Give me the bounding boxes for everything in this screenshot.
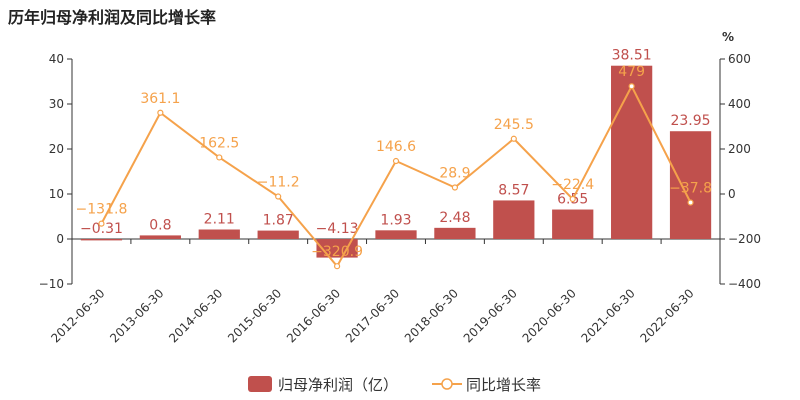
- bar-value-label: −0.31: [80, 221, 123, 237]
- growth-point: [98, 220, 105, 227]
- bar: [611, 65, 653, 239]
- legend-bar-label: 归母净利润（亿）: [278, 376, 398, 394]
- right-tick-label: 0: [728, 187, 736, 201]
- right-tick-label: −200: [728, 232, 761, 246]
- growth-point: [392, 157, 400, 165]
- growth-point: [157, 109, 164, 116]
- x-tick-label: 2021-06-30: [579, 286, 638, 345]
- growth-value-label: −11.2: [257, 175, 300, 191]
- bar-value-label: 23.95: [670, 113, 710, 129]
- x-tick-label: 2017-06-30: [343, 286, 402, 345]
- growth-value-label: 146.6: [376, 139, 416, 155]
- bar-value-label: 38.51: [612, 48, 652, 64]
- left-tick-label: 20: [49, 142, 64, 156]
- x-tick-label: 2014-06-30: [166, 286, 225, 345]
- left-tick-label: 40: [49, 52, 64, 66]
- bar-value-label: −4.13: [316, 221, 359, 237]
- left-tick-label: 10: [49, 187, 64, 201]
- growth-value-label: 28.9: [439, 165, 470, 181]
- bar-value-label: 1.87: [263, 213, 294, 229]
- bar: [139, 235, 181, 239]
- bar: [257, 230, 299, 239]
- bar: [669, 131, 712, 239]
- right-tick-label: −400: [728, 277, 761, 291]
- right-tick-label: 600: [728, 52, 751, 66]
- growth-point: [216, 154, 223, 161]
- right-axis-unit: %: [722, 30, 734, 44]
- growth-value-label: 479: [618, 64, 645, 80]
- left-tick-label: −10: [39, 277, 64, 291]
- bar: [198, 229, 240, 239]
- growth-value-label: −37.8: [669, 181, 712, 197]
- bar-value-label: 2.11: [204, 212, 235, 228]
- growth-value-label: −22.4: [551, 177, 594, 193]
- bar-value-label: 8.57: [498, 182, 529, 198]
- bar-value-label: 2.48: [439, 210, 470, 226]
- x-tick-label: 2016-06-30: [284, 286, 343, 345]
- growth-point: [687, 199, 694, 206]
- growth-value-label: 245.5: [494, 117, 534, 133]
- growth-value-label: −131.8: [76, 202, 128, 218]
- bar-value-label: 0.8: [149, 217, 171, 233]
- growth-point: [569, 195, 576, 203]
- legend-line-marker: [441, 378, 453, 390]
- x-tick-label: 2020-06-30: [520, 286, 579, 345]
- growth-value-label: 361.1: [140, 91, 180, 107]
- bar: [493, 200, 535, 239]
- growth-point: [451, 184, 459, 191]
- x-tick-label: 2015-06-30: [225, 286, 284, 345]
- bar: [80, 239, 123, 241]
- x-tick-label: 2018-06-30: [402, 286, 461, 345]
- x-tick-label: 2013-06-30: [107, 286, 166, 345]
- bar: [375, 230, 417, 239]
- bar-value-label: 1.93: [380, 212, 411, 228]
- x-tick-label: 2019-06-30: [461, 286, 520, 345]
- growth-point: [333, 263, 341, 270]
- growth-value-label: 162.5: [199, 135, 239, 151]
- right-tick-label: 400: [728, 97, 751, 111]
- chart-title: 历年归母净利润及同比增长率: [8, 8, 217, 27]
- growth-point: [275, 193, 282, 200]
- legend-line-label: 同比增长率: [466, 376, 541, 394]
- growth-point: [628, 83, 635, 90]
- left-tick-label: 0: [56, 232, 64, 246]
- bar: [434, 227, 476, 239]
- x-tick-label: 2012-06-30: [48, 286, 107, 345]
- growth-value-label: −320.9: [311, 244, 363, 260]
- right-tick-label: 200: [728, 142, 751, 156]
- x-tick-label: 2022-06-30: [637, 286, 696, 345]
- bar: [552, 209, 594, 239]
- growth-point: [510, 135, 517, 142]
- legend-bar-swatch: [248, 376, 272, 392]
- left-tick-label: 30: [49, 97, 64, 111]
